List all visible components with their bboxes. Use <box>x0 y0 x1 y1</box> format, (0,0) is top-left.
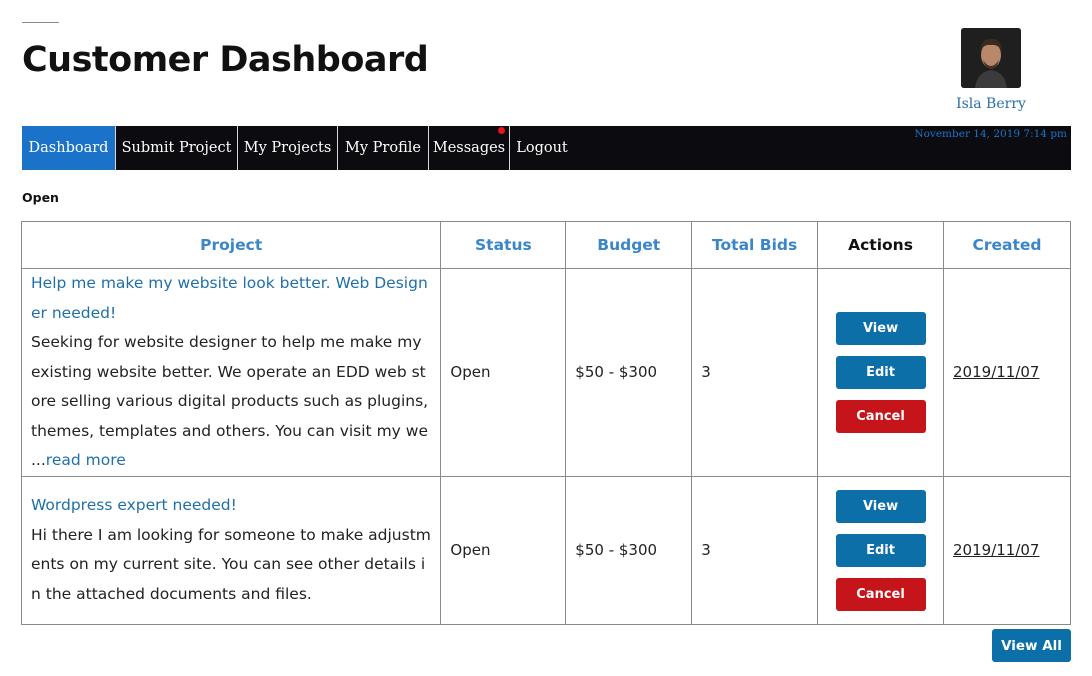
project-title-link[interactable]: Help me make my website look better. Web… <box>31 274 428 322</box>
project-cell: Wordpress expert needed! Hi there I am l… <box>20 475 442 625</box>
cancel-button[interactable]: Cancel <box>835 399 926 433</box>
table-row: Wordpress expert needed! Hi there I am l… <box>20 475 1071 625</box>
read-more-link[interactable]: read more <box>45 451 126 469</box>
view-all-button[interactable]: View All <box>992 629 1071 662</box>
created-cell: 2019/11/07 <box>943 475 1071 625</box>
column-header-project[interactable]: Project <box>20 221 442 269</box>
notification-dot-icon <box>498 127 505 134</box>
nav-item-logout[interactable]: Logout <box>516 140 568 156</box>
column-header-status[interactable]: Status <box>440 221 567 269</box>
profile-name-link[interactable]: Isla Berry <box>956 96 1026 112</box>
edit-button[interactable]: Edit <box>835 533 926 567</box>
nav-item-dashboard[interactable]: Dashboard <box>22 126 116 170</box>
avatar-photo-icon <box>961 28 1021 88</box>
view-button[interactable]: View <box>835 311 926 345</box>
avatar[interactable] <box>961 28 1021 88</box>
top-divider <box>22 22 59 23</box>
status-cell: Open <box>440 475 567 625</box>
budget-cell: $50 - $300 <box>565 475 693 625</box>
current-datetime: November 14, 2019 7:14 pm <box>914 128 1067 140</box>
column-header-total-bids[interactable]: Total Bids <box>691 221 819 269</box>
projects-table: Project Status Budget Total Bids Actions… <box>20 221 1071 625</box>
bids-cell: 3 <box>691 268 819 477</box>
column-header-actions: Actions <box>817 221 945 269</box>
project-description: Hi there I am looking for someone to mak… <box>31 525 431 603</box>
budget-cell: $50 - $300 <box>565 268 693 477</box>
cancel-button[interactable]: Cancel <box>835 577 926 611</box>
main-nav: Dashboard Submit Project My Projects My … <box>22 126 1071 170</box>
column-header-budget[interactable]: Budget <box>565 221 693 269</box>
table-header-row: Project Status Budget Total Bids Actions… <box>20 221 1071 269</box>
actions-cell: View Edit Cancel <box>817 268 945 477</box>
table-row: Help me make my website look better. Web… <box>20 268 1071 477</box>
bids-cell: 3 <box>691 475 819 625</box>
project-description: Seeking for website designer to help me … <box>31 333 429 469</box>
status-filter-label: Open <box>22 190 59 205</box>
nav-item-messages[interactable]: Messages <box>429 126 510 170</box>
nav-item-submit-project[interactable]: Submit Project <box>116 126 238 170</box>
user-profile[interactable]: Isla Berry <box>950 28 1032 112</box>
nav-item-my-profile[interactable]: My Profile <box>338 126 429 170</box>
nav-item-my-projects[interactable]: My Projects <box>238 126 338 170</box>
created-date-link[interactable]: 2019/11/07 <box>953 363 1040 382</box>
actions-cell: View Edit Cancel <box>817 475 945 625</box>
nav-item-messages-label: Messages <box>432 140 506 156</box>
page-title: Customer Dashboard <box>22 40 429 80</box>
column-header-created[interactable]: Created <box>943 221 1071 269</box>
edit-button[interactable]: Edit <box>835 355 926 389</box>
view-button[interactable]: View <box>835 489 926 523</box>
project-title-link[interactable]: Wordpress expert needed! <box>31 496 237 514</box>
status-cell: Open <box>440 268 567 477</box>
created-date-link[interactable]: 2019/11/07 <box>953 541 1040 559</box>
project-cell: Help me make my website look better. Web… <box>20 268 442 477</box>
created-cell: 2019/11/07 <box>943 268 1071 477</box>
